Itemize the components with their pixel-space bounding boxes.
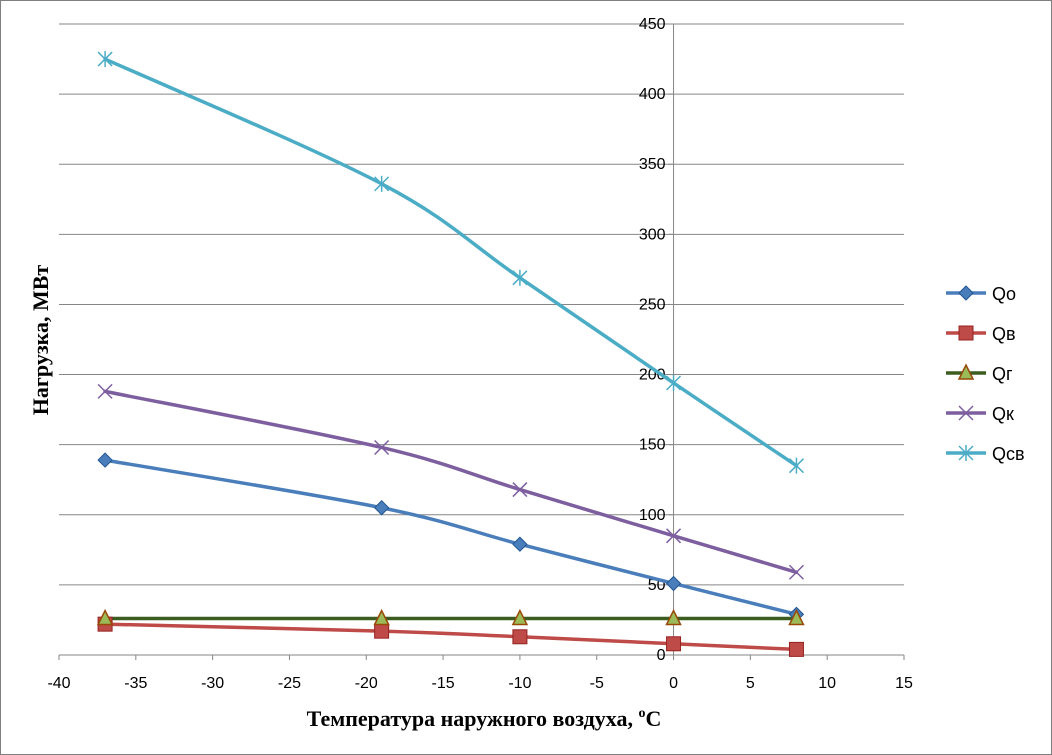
y-tick-label: 450 [639, 16, 666, 33]
series-line-5 [103, 57, 799, 468]
legend-entry: Qк [946, 404, 1014, 424]
data-point-s5 [788, 457, 804, 474]
x-tick-label: -35 [124, 675, 147, 692]
data-point-s4 [374, 439, 390, 456]
data-point-s4 [788, 564, 804, 580]
data-point-s1 [373, 500, 390, 516]
data-point-s2 [374, 623, 390, 639]
data-point-s3 [373, 608, 390, 626]
legend-label: Qв [992, 324, 1016, 344]
x-tick-label: -15 [432, 675, 455, 692]
x-tick-label: -40 [47, 675, 70, 692]
legend-marker [958, 445, 974, 461]
series-line-4 [103, 389, 799, 575]
data-point-s4 [97, 383, 113, 399]
data-point-s1 [665, 575, 682, 592]
legend-entry: Qсв [946, 444, 1025, 464]
legend-label: Qо [992, 284, 1016, 304]
y-tick-label: 250 [639, 296, 666, 313]
x-tick-label: -5 [590, 675, 604, 692]
y-tick-label: 150 [639, 437, 666, 454]
data-point-s5 [97, 51, 113, 68]
x-tick-label: -10 [508, 675, 531, 692]
data-point-s5 [666, 374, 682, 391]
legend-marker [958, 325, 974, 341]
x-tick-label: 0 [669, 675, 678, 692]
data-point-s4 [512, 482, 528, 498]
data-point-s2 [666, 636, 682, 652]
y-tick-label: 0 [657, 647, 666, 664]
legend-marker [958, 285, 974, 301]
data-point-s4-stroke [374, 439, 390, 456]
x-tick-label: 10 [818, 675, 836, 692]
legend-entry: Qо [946, 284, 1016, 304]
x-axis-title: Температура наружного воздуха, oC [307, 706, 662, 731]
y-tick-label: 200 [639, 367, 666, 384]
legend-marker-stroke [958, 405, 974, 421]
y-tick-label: 300 [639, 226, 666, 243]
legend-entry: Qг [946, 363, 1013, 384]
series-line-1 [103, 458, 799, 617]
data-point-s5 [512, 269, 528, 286]
data-point-s3 [96, 608, 114, 626]
data-point-s2 [512, 629, 528, 645]
legend-label: Qсв [992, 444, 1025, 464]
x-tick-label: -25 [278, 675, 301, 692]
legend-label: Qк [992, 404, 1014, 424]
x-tick-label: -30 [201, 675, 224, 692]
legend-marker [957, 363, 975, 380]
legend-marker [958, 405, 974, 421]
axis-layer: -40 -35 -30 -25 -20 -15 -10 -5 0 5 10 1505010015020… [47, 16, 913, 692]
data-point-s1 [97, 452, 113, 468]
data-point-s4 [666, 528, 682, 544]
grid-layer [59, 23, 904, 586]
y-tick-label: 100 [639, 507, 666, 524]
data-point-s4-stroke [666, 528, 682, 544]
data-point-s2 [788, 641, 804, 657]
x-tick-label: -20 [355, 675, 378, 692]
y-tick-label: 400 [639, 86, 666, 103]
x-tick-label: 5 [746, 675, 755, 692]
legend-entry: Qв [946, 324, 1016, 344]
y-tick-label: 350 [639, 156, 666, 173]
series-layer [96, 51, 805, 657]
data-point-s4-stroke [788, 564, 804, 580]
data-point-s3 [511, 608, 529, 626]
data-point-s3 [788, 608, 805, 626]
legend-label: Qг [992, 364, 1013, 384]
legend: Qо Qв Qг Qк Qсв [946, 284, 1025, 464]
x-tick-label: 15 [895, 675, 913, 692]
data-point-s4-stroke [512, 482, 528, 498]
y-axis-title: Нагрузка, МВт [28, 265, 53, 416]
data-point-s1 [512, 536, 528, 552]
data-point-s5 [374, 175, 390, 192]
data-point-s3 [665, 608, 682, 626]
series-line-2 [103, 622, 799, 652]
data-point-s4-stroke [97, 383, 113, 399]
